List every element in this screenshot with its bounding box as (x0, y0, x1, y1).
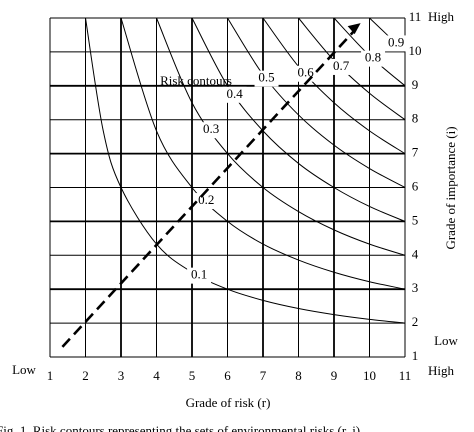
x-tick-label: 1 (47, 368, 54, 383)
arrow-head (347, 23, 361, 35)
x-tick-label: 10 (363, 368, 376, 383)
y-axis-label: Grade of importance (i) (443, 126, 458, 249)
y-tick-label: 6 (412, 178, 419, 193)
x-tick-label: 8 (295, 368, 302, 383)
contour-label: 0.1 (191, 267, 207, 282)
y-tick-label: 9 (412, 77, 419, 92)
contour-line (227, 17, 406, 188)
y-tick-label: 5 (412, 212, 419, 227)
contour-line (85, 17, 406, 324)
x-tick-label: 5 (189, 368, 196, 383)
label-bg (187, 267, 212, 284)
x-low-label: Low (12, 362, 36, 377)
label-bg (199, 122, 224, 139)
x-axis-label: Grade of risk (r) (186, 395, 271, 410)
x-tick-label: 9 (331, 368, 338, 383)
contour-label: 0.7 (333, 58, 350, 73)
y-tick-label: 8 (412, 111, 419, 126)
contour-label: 0.5 (258, 70, 274, 85)
label-bg (222, 86, 247, 103)
y-tick-label: 4 (412, 246, 419, 261)
y-tick-label: 10 (409, 43, 422, 58)
y-tick-label: 11 (409, 9, 422, 24)
x-tick-label: 7 (260, 368, 267, 383)
contour-line (262, 17, 406, 155)
label-bg (384, 35, 409, 52)
contour-label: 0.3 (203, 121, 219, 136)
x-tick-label: 6 (224, 368, 231, 383)
contour-line (298, 17, 406, 121)
y-tick-label: 2 (412, 314, 419, 329)
caption: Fig. 1. Risk contours representing the s… (0, 423, 360, 432)
contour-line (191, 17, 406, 222)
contour-label: 0.6 (297, 65, 314, 80)
arrow (61, 30, 355, 348)
label-bg (254, 70, 279, 87)
x-tick-label: 11 (399, 368, 412, 383)
contour-labels: 0.1 0.2 0.3 0.4 0.5 0.6 0.7 0.8 0.9 (187, 34, 409, 284)
contour-label: 0.4 (226, 86, 243, 101)
contour-label: 0.8 (365, 50, 381, 65)
label-bg (329, 58, 354, 75)
y-low-label: Low (434, 333, 458, 348)
x-tick-label: 2 (82, 368, 89, 383)
label-bg (194, 193, 219, 210)
x-tick-label: 3 (118, 368, 125, 383)
contour-line (156, 17, 406, 256)
contour-label: 0.2 (198, 192, 214, 207)
y-tick-label: 7 (412, 145, 419, 160)
x-high-label: High (428, 363, 455, 378)
x-tick-label: 4 (153, 368, 160, 383)
contour-label: 0.9 (388, 34, 404, 49)
label-bg (361, 50, 386, 67)
contours (85, 17, 406, 324)
y-high-label: High (428, 9, 455, 24)
contour-line (120, 17, 406, 290)
annotation: Risk contours (160, 73, 232, 88)
y-tick-label: 3 (412, 280, 419, 295)
y-tick-label: 1 (412, 348, 419, 363)
